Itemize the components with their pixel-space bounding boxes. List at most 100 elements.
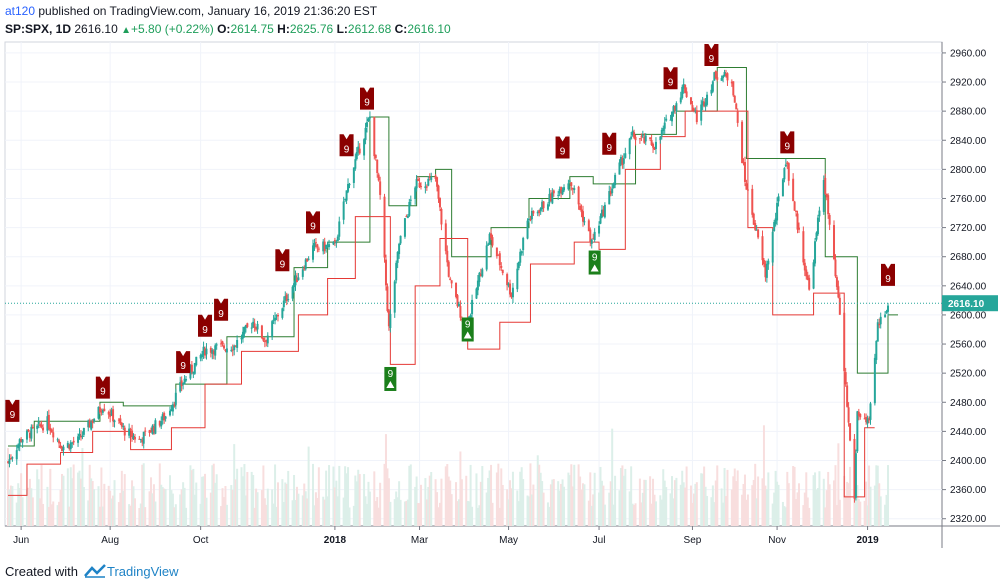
volume-bar xyxy=(354,475,357,526)
candle-body xyxy=(282,300,285,308)
candle-body xyxy=(424,186,427,189)
candle-body xyxy=(527,218,530,221)
buy-arrow-icon xyxy=(386,380,395,388)
sell-signal-marker: 9 xyxy=(176,351,191,374)
volume-bar xyxy=(342,497,345,526)
candle-body xyxy=(173,404,176,406)
volume-bar xyxy=(567,472,570,526)
price-axis[interactable]: 2320.00 2360.00 2400.00 2440.00 2480.00 2520.… xyxy=(942,48,987,525)
candle-body xyxy=(581,211,584,222)
candle-body xyxy=(644,135,647,142)
candle-body xyxy=(332,241,335,245)
buy-signal-label: 9 xyxy=(592,253,598,264)
candle-body xyxy=(27,429,30,431)
volume-bar xyxy=(62,475,65,526)
volume-bar xyxy=(838,499,841,526)
volume-bar xyxy=(743,474,746,526)
sell-signal-label: 9 xyxy=(10,410,16,421)
candle-body xyxy=(59,445,62,449)
created-with-text: Created with xyxy=(5,564,78,579)
x-tick-label: Nov xyxy=(768,535,786,546)
volume-bar xyxy=(139,503,142,526)
candle-body xyxy=(376,159,379,174)
volume-bar xyxy=(757,476,760,526)
candle-body xyxy=(78,433,81,437)
candle-body xyxy=(495,247,498,257)
volume-bar xyxy=(675,477,678,526)
volume-bar xyxy=(490,464,493,526)
candle-body xyxy=(364,127,367,140)
volume-bar xyxy=(828,484,831,526)
up-arrow-icon: ▲ xyxy=(121,25,132,36)
volume-bar xyxy=(69,467,72,526)
candle-body xyxy=(293,283,296,288)
candle-body xyxy=(857,411,860,416)
candle-body xyxy=(91,420,94,423)
volume-bar xyxy=(844,495,847,526)
volume-bar xyxy=(600,480,603,526)
candle-body xyxy=(225,348,228,353)
candle-body xyxy=(878,323,881,326)
candle-body xyxy=(849,423,852,441)
candle-body xyxy=(733,95,736,103)
volume-bar xyxy=(103,483,106,526)
tradingview-brand[interactable]: TradingView xyxy=(107,564,179,579)
candle-body xyxy=(231,349,234,351)
candle-body xyxy=(150,431,153,433)
volume-bar xyxy=(364,496,367,526)
candle-body xyxy=(603,204,606,218)
sell-signal-marker: 9 xyxy=(780,131,795,154)
volume-bar xyxy=(322,496,325,526)
candle-body xyxy=(366,122,369,127)
volume-bar xyxy=(673,480,676,526)
candle-body xyxy=(39,424,42,426)
volume-bar xyxy=(312,463,315,526)
volume-bar xyxy=(703,466,706,526)
sell-signal-label: 9 xyxy=(280,259,286,270)
volume-bar xyxy=(7,448,9,526)
volume-bar xyxy=(368,491,371,526)
volume-bar xyxy=(287,470,290,526)
candle-body xyxy=(563,187,566,191)
volume-bar xyxy=(30,488,33,526)
candle-body xyxy=(692,108,695,111)
volume-bar xyxy=(530,494,533,526)
candle-body xyxy=(244,325,247,329)
volume-bar xyxy=(275,506,278,526)
candle-body xyxy=(425,186,428,188)
candle-body xyxy=(640,136,643,138)
candle-body xyxy=(374,154,377,158)
volume-bar xyxy=(202,476,205,526)
candle-body xyxy=(592,238,595,240)
candle-body xyxy=(875,340,878,360)
volume-bar xyxy=(144,507,147,526)
candle-body xyxy=(784,164,787,167)
volume-bar xyxy=(323,499,326,526)
volume-bar xyxy=(250,471,253,526)
candle-body xyxy=(195,356,198,366)
candle-body xyxy=(834,259,837,277)
candle-body xyxy=(301,269,304,277)
volume-bar xyxy=(532,484,535,526)
volume-bar xyxy=(376,497,379,526)
volume-bar xyxy=(774,470,777,526)
author-name[interactable]: at120 xyxy=(5,4,36,18)
volume-bar xyxy=(263,498,266,526)
volume-bar xyxy=(199,503,202,526)
volume-bar xyxy=(546,502,549,526)
sell-signal-marker: 9 xyxy=(306,211,321,234)
time-axis[interactable]: Jun Aug Oct 2018 Mar May Jul Sep Nov 2019 xyxy=(13,526,879,546)
volume-bar xyxy=(614,475,617,526)
candle-body xyxy=(485,245,488,270)
volume-bar xyxy=(873,485,876,526)
candle-body xyxy=(517,262,520,269)
volume-bar xyxy=(49,468,52,526)
candle-body xyxy=(755,229,758,231)
sell-signal-marker: 9 xyxy=(704,44,719,67)
volume-bar xyxy=(212,463,215,526)
volume-bar xyxy=(285,483,288,526)
candle-body xyxy=(835,277,838,287)
candle-body xyxy=(209,347,212,353)
volume-bar xyxy=(618,490,621,526)
